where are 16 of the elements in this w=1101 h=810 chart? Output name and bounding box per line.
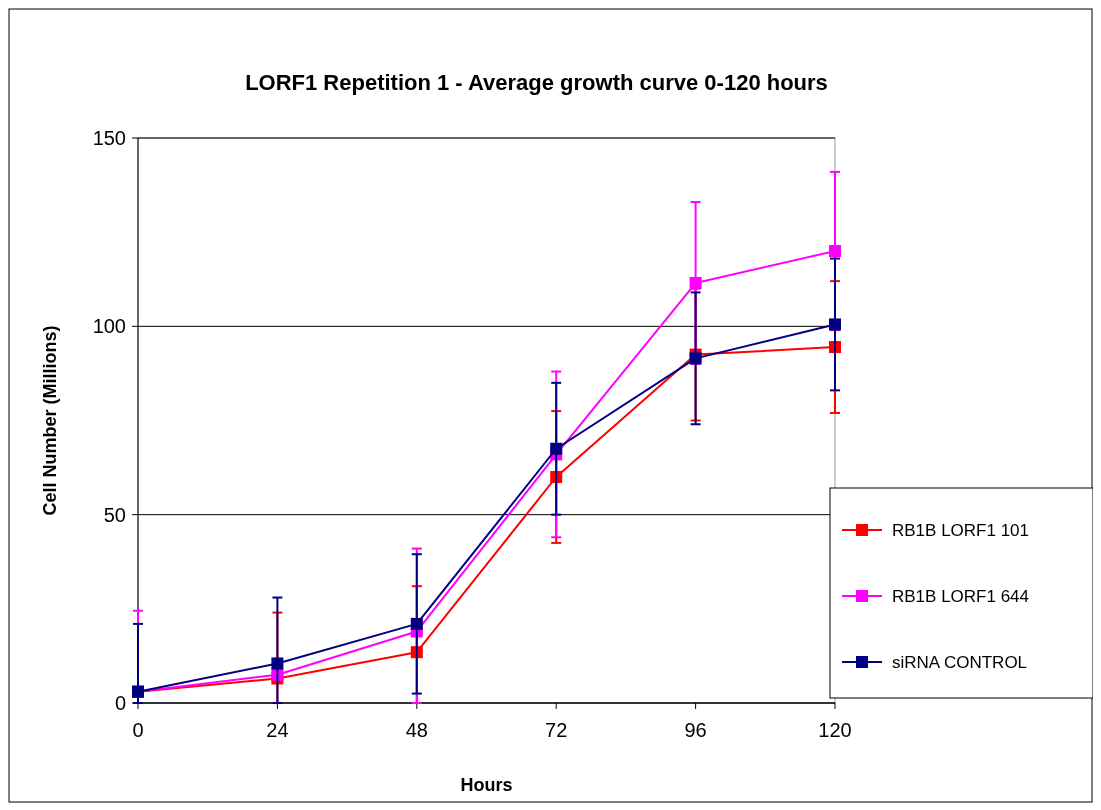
legend-label: RB1B LORF1 644	[892, 586, 1030, 606]
x-tick-label: 0	[132, 719, 144, 741]
x-tick-label: 96	[684, 719, 707, 741]
y-tick-label: 150	[92, 127, 126, 149]
x-tick-label: 120	[818, 719, 852, 741]
x-axis-title: Hours	[460, 775, 513, 795]
y-axis-title: Cell Number (Millions)	[40, 325, 60, 516]
x-tick-label: 24	[266, 719, 289, 741]
y-tick-label: 100	[92, 315, 126, 338]
y-tick-label: 0	[114, 692, 126, 714]
legend-label: siRNA CONTROL	[892, 652, 1028, 672]
y-tick-label: 50	[103, 503, 126, 526]
x-tick-label: 48	[405, 719, 428, 741]
legend-label: RB1B LORF1 101	[892, 520, 1030, 540]
x-tick-label: 72	[545, 719, 568, 741]
chart-title: LORF1 Repetition 1 - Average growth curve 0-120 hours	[245, 70, 828, 95]
